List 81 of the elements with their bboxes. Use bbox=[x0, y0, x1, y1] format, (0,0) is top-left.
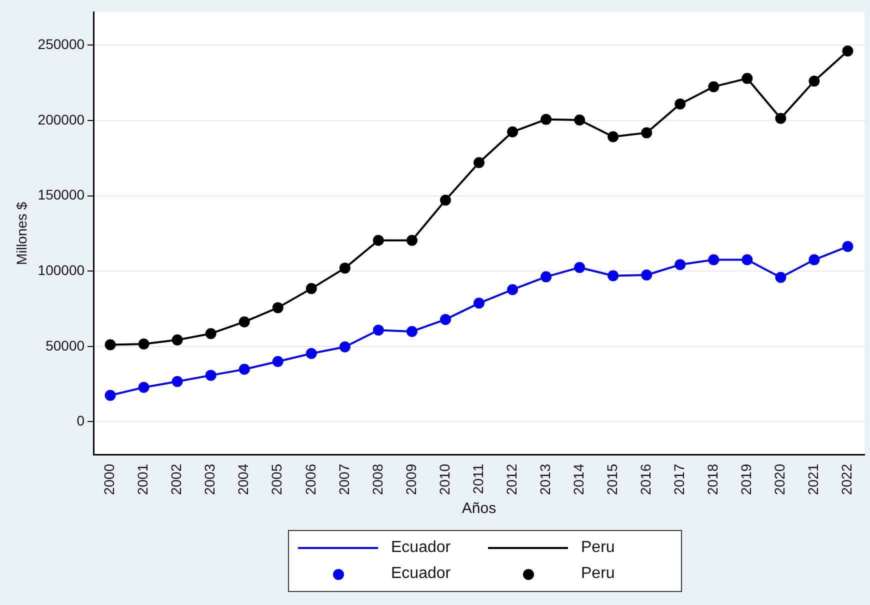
point bbox=[372, 234, 384, 246]
x-axis-title: Años bbox=[462, 500, 496, 518]
point bbox=[272, 302, 284, 314]
x-tick-label: 2003 bbox=[202, 464, 218, 496]
point bbox=[306, 348, 317, 359]
point bbox=[574, 262, 586, 273]
point bbox=[507, 284, 518, 296]
legend-label: Ecuador bbox=[390, 539, 452, 557]
point bbox=[172, 376, 183, 387]
x-tick-label: 2011 bbox=[470, 464, 486, 494]
x-tick-label: 2018 bbox=[704, 464, 721, 496]
point bbox=[708, 254, 720, 266]
point bbox=[306, 283, 317, 294]
x-tick-label: 2022 bbox=[838, 464, 855, 496]
point bbox=[440, 314, 451, 325]
x-tick-label: 2012 bbox=[503, 464, 520, 496]
point bbox=[708, 81, 720, 92]
y-tick-label: 250000 bbox=[38, 36, 85, 52]
y-axis-title: Millones $ bbox=[13, 202, 30, 265]
point bbox=[540, 271, 552, 282]
point bbox=[540, 114, 552, 125]
x-tick-label: 2021 bbox=[805, 464, 822, 496]
legend-label: Peru bbox=[580, 539, 616, 557]
point bbox=[808, 76, 820, 87]
point bbox=[104, 390, 116, 401]
x-tick-label: 2002 bbox=[168, 464, 184, 496]
point bbox=[138, 382, 150, 393]
x-tick-label: 2013 bbox=[536, 464, 553, 496]
point bbox=[172, 334, 183, 346]
x-tick-label: 2019 bbox=[738, 464, 754, 496]
x-tick-label: 2007 bbox=[336, 464, 352, 496]
point bbox=[205, 370, 216, 381]
point bbox=[641, 270, 652, 280]
x-tick-label: 2015 bbox=[604, 464, 620, 496]
point bbox=[440, 194, 451, 206]
point bbox=[372, 324, 384, 336]
point bbox=[272, 356, 284, 367]
point bbox=[507, 126, 518, 138]
point bbox=[238, 316, 250, 328]
point bbox=[608, 270, 619, 282]
text: Ecuador bbox=[391, 565, 451, 582]
y-tick-label: 100000 bbox=[38, 262, 85, 278]
x-tick-label: 2020 bbox=[772, 464, 788, 496]
point bbox=[474, 298, 485, 309]
point bbox=[641, 127, 652, 138]
x-tick-label: 2017 bbox=[670, 464, 687, 496]
x-tick-label: 2008 bbox=[369, 464, 386, 496]
y-tick-label: 50000 bbox=[46, 337, 85, 354]
point bbox=[674, 98, 686, 110]
point bbox=[674, 259, 686, 270]
point bbox=[842, 241, 854, 252]
point bbox=[742, 254, 753, 266]
point bbox=[339, 262, 350, 274]
point bbox=[742, 72, 753, 84]
point bbox=[775, 272, 786, 283]
y-tick-label: 200000 bbox=[38, 111, 85, 128]
point bbox=[339, 341, 350, 352]
x-tick-label: 2006 bbox=[302, 464, 318, 496]
point bbox=[238, 364, 250, 375]
point bbox=[406, 234, 418, 246]
point bbox=[775, 112, 786, 124]
x-tick-label: 2005 bbox=[268, 464, 285, 496]
point bbox=[104, 339, 116, 350]
y-tick-label: 150000 bbox=[38, 186, 85, 203]
point bbox=[574, 114, 586, 126]
point bbox=[138, 338, 150, 350]
point bbox=[474, 157, 485, 168]
y-tick-label: 0 bbox=[76, 412, 85, 429]
x-tick-label: 2000 bbox=[101, 464, 118, 496]
point bbox=[842, 46, 854, 57]
x-tick-label: 2014 bbox=[570, 464, 586, 496]
point bbox=[406, 326, 418, 337]
point bbox=[205, 328, 216, 340]
x-tick-label: 2016 bbox=[637, 464, 654, 496]
point bbox=[608, 131, 619, 142]
x-tick-label: 2004 bbox=[235, 464, 252, 496]
x-tick-label: 2010 bbox=[436, 464, 452, 496]
x-tick-label: 2001 bbox=[134, 464, 151, 496]
x-tick-label: 2009 bbox=[402, 464, 419, 496]
text: Peru bbox=[581, 565, 615, 582]
point bbox=[808, 254, 820, 266]
